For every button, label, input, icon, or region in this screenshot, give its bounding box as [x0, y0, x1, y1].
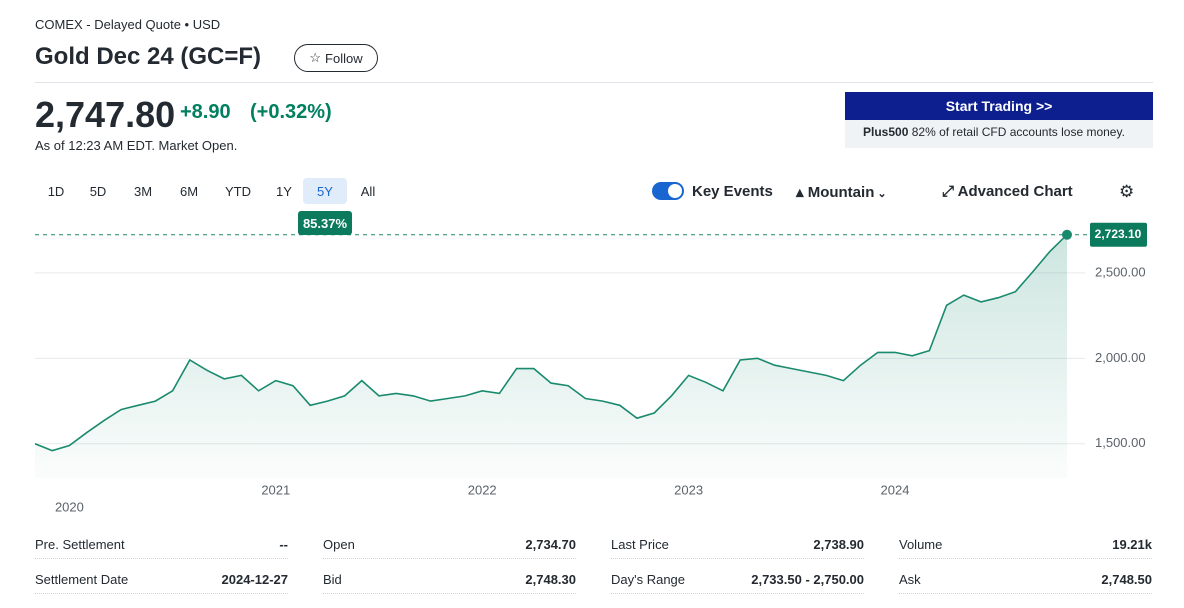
stat-value: 2,748.30	[525, 572, 576, 587]
area	[35, 234, 1067, 478]
x-tick-label: 2021	[261, 482, 290, 497]
range-tab[interactable]: 3M	[133, 183, 153, 199]
divider	[35, 82, 1153, 83]
price-line	[34, 234, 1068, 452]
mountain-icon: ▴	[796, 184, 808, 201]
stat-divider	[899, 558, 1152, 559]
range-tab[interactable]: 1Y	[276, 183, 292, 199]
last-price-badge	[1090, 222, 1147, 247]
period-change: 85.37%	[298, 211, 352, 235]
advanced-chart[interactable]: ⤢ Advanced Chart	[942, 183, 1073, 200]
stat-label: Last Price	[611, 537, 669, 552]
advanced-label: Advanced Chart	[957, 183, 1073, 200]
stat-label: Day's Range	[611, 572, 686, 587]
title: Gold Dec 24 (GC=F)	[35, 43, 262, 70]
y-tick-label: 2,000.00	[1095, 350, 1146, 365]
stat-value: 2024-12-27	[221, 572, 289, 587]
stat-value: 19.21k	[1112, 537, 1152, 552]
last-point	[1062, 229, 1072, 240]
caret: ⌄	[874, 188, 887, 200]
stat-label: Open	[323, 537, 355, 552]
ad-disclaimer: 82% of retail CFD accounts lose money.	[911, 125, 1125, 139]
stat-label: Bid	[323, 572, 342, 587]
price: 2,747.80	[35, 94, 176, 135]
stat-value: 2,738.90	[813, 537, 864, 552]
change-percent: (+0.32%)	[250, 101, 332, 123]
chart-type-label: Mountain	[807, 184, 875, 201]
as-of: As of 12:23 AM EDT. Market Open.	[35, 138, 238, 153]
expand-icon: ⤢	[942, 183, 958, 200]
stat-value: --	[279, 537, 288, 552]
stat-divider	[899, 593, 1152, 594]
toggle[interactable]	[652, 182, 684, 200]
change: +8.90	[180, 101, 231, 123]
stat-value: 2,733.50 - 2,750.00	[751, 572, 864, 587]
stat-label: Ask	[899, 572, 921, 587]
range-tab[interactable]: 5D	[89, 183, 107, 199]
stat-value: 2,734.70	[525, 537, 576, 552]
stat-label: Volume	[899, 537, 943, 552]
x-tick-label: 2023	[674, 482, 703, 497]
key-events[interactable]: Key Events	[692, 183, 773, 200]
toggle-knob	[668, 184, 682, 198]
exchange: COMEX - Delayed Quote • USD	[35, 17, 221, 32]
x-tick-label: 2024	[881, 482, 910, 497]
range-tab[interactable]: All	[360, 183, 376, 199]
range-tab[interactable]: 6M	[179, 183, 199, 199]
stat-divider	[35, 593, 288, 594]
range-tab[interactable]: YTD	[225, 183, 251, 199]
y-tick-label: 1,500.00	[1095, 435, 1146, 450]
stat-divider	[323, 558, 576, 559]
ad[interactable]: Start Trading >> Plus500 82% of retail C…	[845, 92, 1153, 148]
stat-label: Settlement Date	[35, 572, 129, 587]
star-icon: ☆	[309, 50, 322, 65]
range-tab[interactable]: 5Y	[303, 178, 347, 204]
stat-divider	[35, 558, 288, 559]
stat-value: 2,748.50	[1101, 572, 1152, 587]
ad-text: Plus500 82% of retail CFD accounts lose …	[863, 125, 1125, 139]
stat-divider	[323, 593, 576, 594]
chart-type[interactable]: ▴ Mountain ⌄	[796, 183, 887, 201]
x-tick-label: 2022	[468, 482, 497, 497]
range-tab[interactable]: 1D	[47, 183, 65, 199]
stat-divider	[611, 558, 864, 559]
follow-button[interactable]: ☆ Follow	[294, 44, 378, 72]
x-tick-label: 2020	[55, 499, 84, 514]
y-tick-label: 2,500.00	[1095, 264, 1146, 279]
stat-label: Pre. Settlement	[35, 537, 125, 552]
settings[interactable]: ⚙	[1119, 182, 1135, 201]
ad-button[interactable]: Start Trading >>	[845, 92, 1153, 120]
last-price-label: 2,723.10	[1095, 227, 1142, 241]
follow-label: Follow	[325, 50, 363, 66]
stat-divider	[611, 593, 864, 594]
ad-brand: Plus500	[863, 125, 909, 139]
